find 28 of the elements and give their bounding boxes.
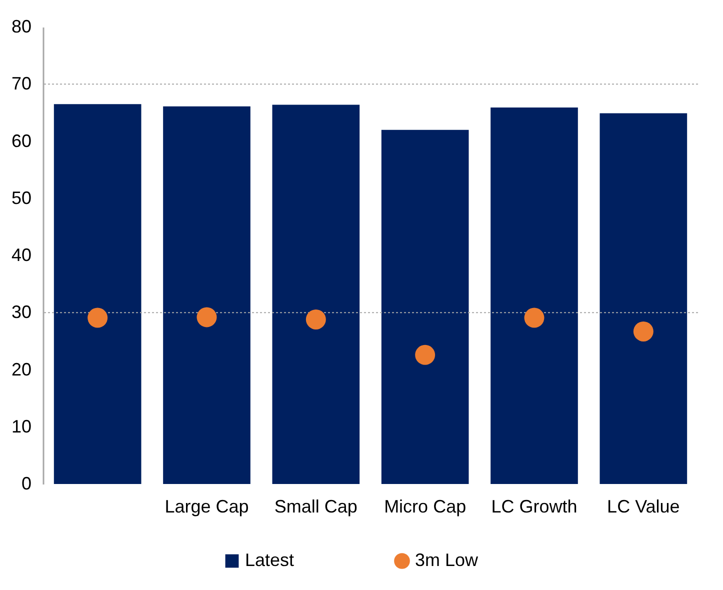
bar (490, 108, 578, 484)
x-tick-label: Small Cap (274, 496, 358, 516)
x-tick-label: LC Value (607, 496, 680, 516)
x-tick-label: LC Growth (491, 496, 578, 516)
point (196, 307, 217, 328)
bar (54, 104, 142, 484)
point (633, 321, 654, 342)
point (524, 308, 544, 328)
y-tick-label: 30 (11, 302, 32, 322)
y-tick-label: 50 (11, 188, 32, 208)
bar (272, 104, 360, 484)
legend-label: Latest (245, 550, 294, 570)
y-tick-label: 80 (11, 16, 32, 36)
x-tick-label: Large Cap (164, 496, 249, 516)
y-tick-label: 60 (11, 130, 32, 151)
y-tick-label: 70 (11, 74, 32, 94)
point (306, 310, 326, 330)
legend-label: 3m Low (415, 550, 480, 570)
bar (600, 113, 688, 484)
bar (163, 106, 250, 484)
y-tick-label: 0 (21, 474, 32, 494)
x-tick-label: Micro Cap (384, 496, 466, 516)
y-tick-label: 40 (11, 245, 32, 265)
point (415, 344, 436, 365)
point (88, 308, 108, 328)
y-tick-label: 20 (11, 359, 32, 380)
bar (381, 130, 469, 484)
y-tick-label: 10 (11, 416, 32, 436)
